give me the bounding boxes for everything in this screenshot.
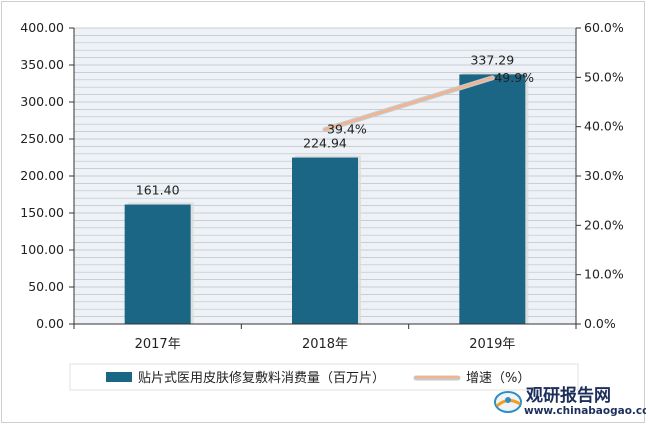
bar-value-label: 161.40 [136,183,180,198]
legend: 贴片式医用皮肤修复敷料消费量（百万片） 增速（%） [69,363,579,391]
y-right-tick-label: 10.0% [584,267,624,282]
y-left-tick-label: 350.00 [20,57,64,72]
growth-line [322,75,495,133]
y-left-tick-label: 250.00 [20,131,64,146]
y-left-tick-label: 300.00 [20,94,64,109]
bar [292,157,358,324]
bar-value-label: 337.29 [470,52,514,67]
y-left-tick-label: 200.00 [20,168,64,183]
growth-value-label: 39.4% [327,122,367,137]
y-left-tick-label: 0.00 [36,316,64,331]
y-right-tick-label: 40.0% [584,119,624,134]
y-right-tick-label: 30.0% [584,168,624,183]
watermark: 观研报告网 www.chinabaogao.com [494,385,646,417]
growth-value-label: 49.9% [494,70,534,85]
legend-line-label: 增速（%） [466,371,530,386]
y-left-tick-label: 50.00 [28,279,64,294]
legend-box [69,363,579,391]
data-labels: 161.40 224.94 337.29 39.4% 49.9% [136,52,534,197]
y-left-tick-label: 150.00 [20,205,64,220]
bars [124,72,529,325]
watermark-logo-icon [494,391,522,413]
y-right-tick-label: 50.0% [584,69,624,84]
watermark-name: 观研报告网 [525,385,611,406]
legend-bar-label: 贴片式医用皮肤修复敷料消费量（百万片） [138,371,385,386]
y-right-tick-label: 0.0% [584,316,616,331]
y-right-tick-label: 20.0% [584,217,624,232]
x-tick-label: 2017年 [135,337,181,352]
y-left-tick-label: 400.00 [20,20,64,35]
x-tick-label: 2019年 [469,337,515,352]
x-tick-label: 2018年 [302,337,348,352]
bar [459,74,526,325]
watermark-site: www.chinabaogao.com [524,405,646,417]
legend-bar-swatch [106,372,132,382]
bar-value-label: 224.94 [303,136,347,151]
y-right-tick-label: 60.0% [584,20,624,35]
axes: 0.00 50.00 100.00 150.00 200.00 250.00 300.00 3… [20,20,624,352]
growth-line-path [323,76,494,131]
bar [124,204,191,324]
y-left-tick-label: 100.00 [20,242,64,257]
